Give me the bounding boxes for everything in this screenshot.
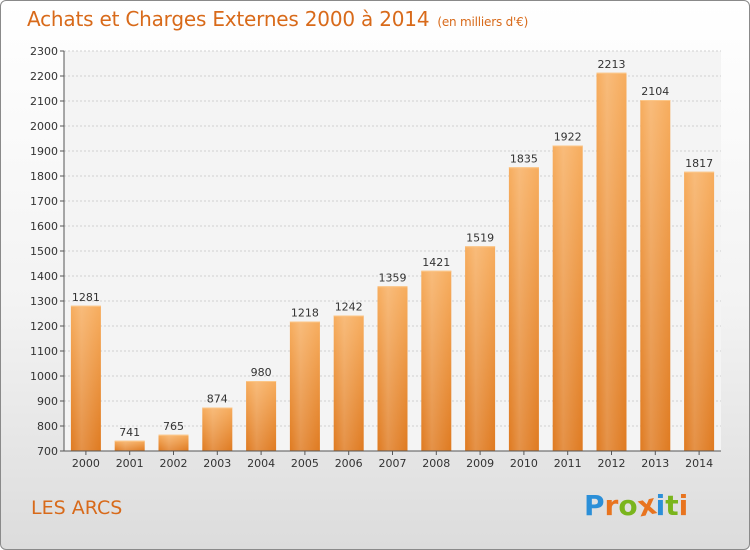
data-label: 1519 bbox=[466, 231, 494, 244]
data-label: 1359 bbox=[379, 271, 407, 284]
y-tick-label: 1200 bbox=[30, 320, 58, 333]
data-label: 1242 bbox=[335, 301, 363, 314]
x-tick-label: 2010 bbox=[510, 457, 538, 470]
x-tick-label: 2008 bbox=[422, 457, 450, 470]
bar-highlight bbox=[70, 305, 101, 451]
y-tick-label: 1900 bbox=[30, 145, 58, 158]
logo-letter: t bbox=[665, 489, 679, 522]
x-tick-label: 2014 bbox=[685, 457, 713, 470]
bar-highlight bbox=[421, 270, 452, 451]
data-label: 980 bbox=[251, 366, 272, 379]
bar-highlight bbox=[246, 381, 277, 451]
bar-highlight bbox=[289, 321, 320, 451]
bars: 1281 741 765 874 980 1218 1242 1359 1421 1519 1835… bbox=[70, 58, 715, 451]
data-label: 1817 bbox=[685, 157, 713, 170]
logo-letter: P bbox=[584, 489, 605, 522]
town-name: LES ARCS bbox=[31, 497, 123, 519]
bar-highlight bbox=[684, 171, 715, 451]
x-tick-label: 2012 bbox=[598, 457, 626, 470]
bar-highlight bbox=[377, 286, 408, 451]
x-tick-label: 2009 bbox=[466, 457, 494, 470]
y-tick-label: 1000 bbox=[30, 370, 58, 383]
y-tick-label: 800 bbox=[37, 420, 58, 433]
x-tick-label: 2013 bbox=[641, 457, 669, 470]
chart-title-text: Achats et Charges Externes 2000 à 2014 bbox=[27, 7, 430, 31]
bar-highlight bbox=[508, 167, 539, 451]
y-tick-label: 1600 bbox=[30, 220, 58, 233]
x-tick-label: 2006 bbox=[335, 457, 363, 470]
bar-highlight bbox=[640, 100, 671, 451]
y-tick-label: 1500 bbox=[30, 245, 58, 258]
bar-highlight bbox=[114, 440, 145, 451]
logo-letter: i bbox=[655, 489, 666, 522]
y-tick-label: 2300 bbox=[30, 45, 58, 58]
y-tick-label: 900 bbox=[37, 395, 58, 408]
data-label: 2104 bbox=[641, 85, 669, 98]
data-label: 741 bbox=[119, 426, 140, 439]
y-tick-label: 1300 bbox=[30, 295, 58, 308]
data-label: 2213 bbox=[598, 58, 626, 71]
data-label: 1922 bbox=[554, 131, 582, 144]
logo-letter: r bbox=[604, 489, 619, 522]
logo-letter: i bbox=[678, 489, 689, 522]
data-label: 874 bbox=[207, 393, 228, 406]
bar-highlight bbox=[202, 407, 233, 451]
bar-highlight bbox=[552, 145, 583, 451]
y-tick-label: 2200 bbox=[30, 70, 58, 83]
x-tick-label: 2001 bbox=[116, 457, 144, 470]
x-tick-label: 2002 bbox=[160, 457, 188, 470]
x-tick-label: 2007 bbox=[379, 457, 407, 470]
x-tick-label: 2004 bbox=[247, 457, 275, 470]
data-label: 765 bbox=[163, 420, 184, 433]
x-tick-label: 2000 bbox=[72, 457, 100, 470]
y-tick-label: 700 bbox=[37, 445, 58, 458]
y-tick-label: 2000 bbox=[30, 120, 58, 133]
y-axis: 700 800 900 1000 1100 1200 1300 1400 1500 1600 170… bbox=[30, 45, 65, 458]
bar-highlight bbox=[465, 246, 496, 451]
data-label: 1218 bbox=[291, 307, 319, 320]
y-tick-label: 1800 bbox=[30, 170, 58, 183]
x-tick-label: 2003 bbox=[203, 457, 231, 470]
x-axis: 2000 2001 2002 2003 2004 2005 2006 2007 2008 2009… bbox=[64, 450, 721, 470]
bar-highlight bbox=[596, 72, 627, 451]
x-tick-label: 2011 bbox=[554, 457, 582, 470]
y-tick-label: 1400 bbox=[30, 270, 58, 283]
proxiti-logo[interactable]: Proxiti bbox=[584, 487, 689, 523]
data-label: 1281 bbox=[72, 291, 100, 304]
y-tick-label: 1700 bbox=[30, 195, 58, 208]
y-tick-label: 1100 bbox=[30, 345, 58, 358]
chart-unit: (en milliers d'€) bbox=[437, 15, 529, 29]
x-tick-label: 2005 bbox=[291, 457, 319, 470]
bar-highlight bbox=[333, 315, 364, 451]
logo-letter: o bbox=[618, 489, 638, 522]
bar-highlight bbox=[158, 434, 189, 451]
data-label: 1835 bbox=[510, 152, 538, 165]
chart-title: Achats et Charges Externes 2000 à 2014 (e… bbox=[27, 7, 528, 31]
data-label: 1421 bbox=[422, 256, 450, 269]
y-tick-label: 2100 bbox=[30, 95, 58, 108]
